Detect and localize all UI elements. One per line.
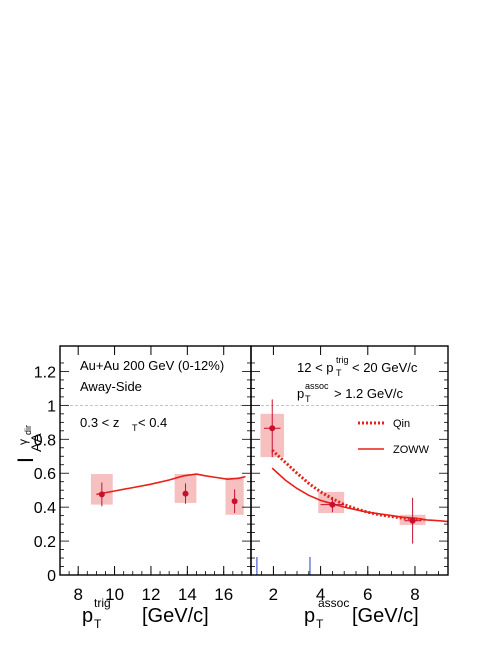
svg-text:assoc: assoc [305,381,329,391]
svg-text:< 20 GeV/c: < 20 GeV/c [352,360,418,375]
right-annotation-trig: 12 < p T trig < 20 GeV/c [297,355,418,378]
svg-text:T: T [316,617,324,631]
left-annotation-system: Au+Au 200 GeV (0-12%) [80,358,224,373]
right-panel: 2 4 6 8 [250,345,449,604]
ytick-label-2: 0.4 [34,500,56,517]
left-xtick-label-3: 14 [178,585,197,604]
svg-text:dir: dir [23,425,33,435]
svg-text:assoc: assoc [318,596,349,610]
svg-text:12 < p: 12 < p [297,360,334,375]
svg-text:T: T [132,423,138,433]
left-x-axis-label: p T trig [GeV/c] [82,596,209,631]
right-frame [250,345,449,576]
right-xtick-label-0: 2 [269,585,278,604]
y-axis-label: I γ dir AA [13,425,44,463]
left-annotation-side: Away-Side [80,379,142,394]
svg-text:p: p [297,386,304,401]
right-point-2 [409,517,416,524]
ytick-label-1: 0.2 [34,534,56,551]
svg-text:trig: trig [94,596,111,610]
left-panel: 8 10 12 14 16 0 0.2 0.4 0.6 0.8 1 1.2 [34,345,252,604]
ytick-label-0: 0 [47,568,56,585]
svg-text:T: T [336,368,342,378]
svg-text:> 1.2 GeV/c: > 1.2 GeV/c [334,386,404,401]
left-point-0 [98,491,105,498]
svg-text:T: T [305,394,311,404]
svg-text:[GeV/c]: [GeV/c] [142,605,209,627]
right-xtick-label-3: 8 [410,585,419,604]
right-xtick-label-2: 6 [363,585,372,604]
svg-text:p: p [304,605,315,627]
svg-text:AA: AA [28,433,44,452]
right-curve-qin [271,449,425,522]
legend: Qin ZOWW [358,418,430,456]
svg-text:γ: γ [16,439,30,445]
right-x-axis-label: p T assoc [GeV/c] [304,596,419,631]
right-xtick-label-1: 4 [316,585,325,604]
ytick-label-3: 0.6 [34,466,56,483]
left-xtick-label-1: 10 [105,585,124,604]
right-annotation-assoc: p T assoc > 1.2 GeV/c [297,381,404,404]
legend-label-qin: Qin [393,418,410,430]
left-point-2 [231,498,238,505]
svg-text:< 0.4: < 0.4 [138,415,167,430]
ytick-label-5: 1 [47,398,56,415]
svg-text:0.3 < z: 0.3 < z [80,415,119,430]
left-xtick-label-4: 16 [214,585,233,604]
right-curve-zoww [271,467,449,523]
left-point-1 [182,490,189,497]
left-annotation-zt: 0.3 < z T < 0.4 [80,415,167,433]
svg-text:[GeV/c]: [GeV/c] [352,605,419,627]
left-xtick-label-2: 12 [141,585,160,604]
right-point-0 [269,425,276,432]
svg-text:I: I [13,457,38,463]
svg-text:trig: trig [336,355,349,365]
ytick-label-4: 0.8 [34,432,56,449]
svg-text:T: T [94,617,102,631]
ytick-label-6: 1.2 [34,364,56,381]
right-point-1 [329,501,336,508]
left-curve-0 [96,473,246,496]
legend-label-zoww: ZOWW [393,444,430,456]
left-xtick-label-0: 8 [73,585,82,604]
svg-text:p: p [82,605,93,627]
